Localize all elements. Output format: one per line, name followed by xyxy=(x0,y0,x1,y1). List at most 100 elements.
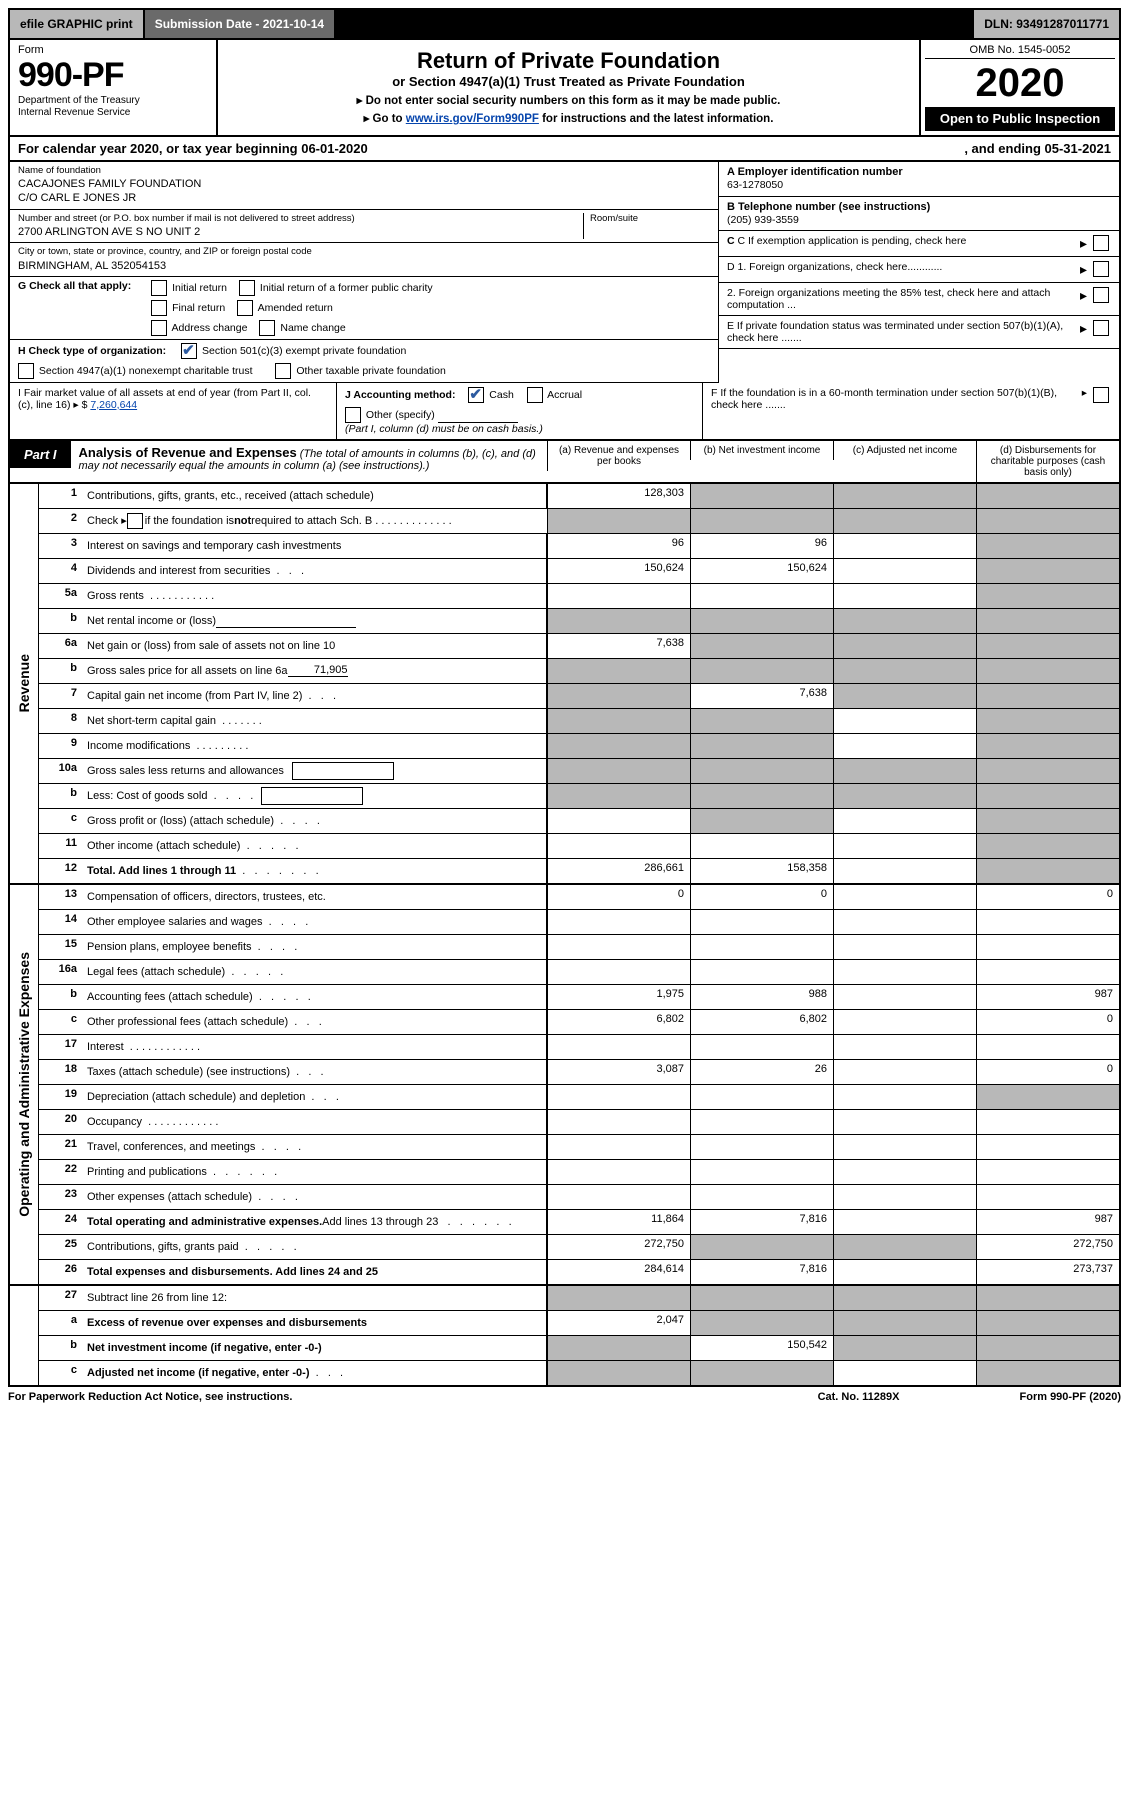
cell-d xyxy=(976,910,1119,934)
row-desc: Dividends and interest from securities .… xyxy=(81,559,547,583)
efile-print-label[interactable]: efile GRAPHIC print xyxy=(10,10,145,38)
row-desc: Net short-term capital gain . . . . . . … xyxy=(81,709,547,733)
table-row: 11 Other income (attach schedule) . . . … xyxy=(39,834,1119,859)
cell-a xyxy=(547,809,690,833)
d2-checkbox[interactable] xyxy=(1093,287,1109,303)
row-desc: Other professional fees (attach schedule… xyxy=(81,1010,547,1034)
row-desc: Excess of revenue over expenses and disb… xyxy=(81,1311,547,1335)
d2-text: 2. Foreign organizations meeting the 85%… xyxy=(727,287,1074,311)
cell-a xyxy=(547,759,690,783)
amended-return-checkbox[interactable] xyxy=(237,300,253,316)
d1-checkbox[interactable] xyxy=(1093,261,1109,277)
row-num: 1 xyxy=(39,484,81,508)
table-row: b Accounting fees (attach schedule) . . … xyxy=(39,985,1119,1010)
col-b-header: (b) Net investment income xyxy=(690,441,833,460)
final-return-checkbox[interactable] xyxy=(151,300,167,316)
cell-d xyxy=(976,1286,1119,1310)
cell-a xyxy=(547,684,690,708)
arrow-icon: ▸ xyxy=(1080,261,1087,278)
c-exempt-checkbox[interactable] xyxy=(1093,235,1109,251)
cell-b xyxy=(690,1185,833,1209)
cell-d xyxy=(976,960,1119,984)
open-public-badge: Open to Public Inspection xyxy=(925,107,1115,131)
row-desc: Accounting fees (attach schedule) . . . … xyxy=(81,985,547,1009)
city-label: City or town, state or province, country… xyxy=(18,246,710,258)
other-taxable-checkbox[interactable] xyxy=(275,363,291,379)
c-exempt-text: C If exemption application is pending, c… xyxy=(738,235,967,247)
row-num: 8 xyxy=(39,709,81,733)
irs-link[interactable]: www.irs.gov/Form990PF xyxy=(406,113,539,125)
table-row: 10a Gross sales less returns and allowan… xyxy=(39,759,1119,784)
cell-b xyxy=(690,1110,833,1134)
name-change-checkbox[interactable] xyxy=(259,320,275,336)
c-exempt-row: C C If exemption application is pending,… xyxy=(719,231,1119,257)
i-fair-value[interactable]: 7,260,644 xyxy=(90,399,137,411)
table-row: b Gross sales price for all assets on li… xyxy=(39,659,1119,684)
cell-b: 7,816 xyxy=(690,1260,833,1284)
city-value: BIRMINGHAM, AL 352054153 xyxy=(18,259,710,273)
4947a1-checkbox[interactable] xyxy=(18,363,34,379)
form-subtitle: or Section 4947(a)(1) Trust Treated as P… xyxy=(222,74,915,89)
cell-c xyxy=(833,509,976,533)
initial-return-checkbox[interactable] xyxy=(151,280,167,296)
table-row: 21 Travel, conferences, and meetings . .… xyxy=(39,1135,1119,1160)
form-title: Return of Private Foundation xyxy=(222,48,915,74)
cell-b: 96 xyxy=(690,534,833,558)
j-acct-note: (Part I, column (d) must be on cash basi… xyxy=(345,423,694,435)
row-desc: Total expenses and disbursements. Add li… xyxy=(81,1260,547,1284)
schb-checkbox[interactable] xyxy=(127,513,143,529)
table-row: 18 Taxes (attach schedule) (see instruct… xyxy=(39,1060,1119,1085)
table-row: 15 Pension plans, employee benefits . . … xyxy=(39,935,1119,960)
other-specify-checkbox[interactable] xyxy=(345,407,361,423)
row-num: 14 xyxy=(39,910,81,934)
room-suite-label: Room/suite xyxy=(590,213,710,225)
cell-a xyxy=(547,1336,690,1360)
501c3-checkbox[interactable] xyxy=(181,343,197,359)
cash-checkbox[interactable] xyxy=(468,387,484,403)
foundation-name-label: Name of foundation xyxy=(18,165,710,177)
cell-c xyxy=(833,559,976,583)
cell-a xyxy=(547,1286,690,1310)
cell-c xyxy=(833,1210,976,1234)
table-row: 17 Interest . . . . . . . . . . . . xyxy=(39,1035,1119,1060)
row-desc: Adjusted net income (if negative, enter … xyxy=(81,1361,547,1385)
cell-b: 7,816 xyxy=(690,1210,833,1234)
cell-b xyxy=(690,784,833,808)
submission-date: Submission Date - 2021-10-14 xyxy=(145,10,336,38)
d1-text: D 1. Foreign organizations, check here..… xyxy=(727,261,1074,273)
cell-c xyxy=(833,734,976,758)
cell-c xyxy=(833,1185,976,1209)
amended-return-label: Amended return xyxy=(258,302,333,314)
table-row: 9 Income modifications . . . . . . . . . xyxy=(39,734,1119,759)
cell-a xyxy=(547,509,690,533)
row-num: 24 xyxy=(39,1210,81,1234)
initial-return-public-checkbox[interactable] xyxy=(239,280,255,296)
cell-c xyxy=(833,584,976,608)
e-checkbox[interactable] xyxy=(1093,320,1109,336)
address-change-checkbox[interactable] xyxy=(151,320,167,336)
cell-b xyxy=(690,1361,833,1385)
cell-a xyxy=(547,1035,690,1059)
table-row: 26 Total expenses and disbursements. Add… xyxy=(39,1260,1119,1284)
expenses-section: Operating and Administrative Expenses 13… xyxy=(8,885,1121,1286)
cell-d xyxy=(976,1110,1119,1134)
f-checkbox[interactable] xyxy=(1093,387,1109,403)
calendar-year-row: For calendar year 2020, or tax year begi… xyxy=(8,137,1121,162)
row-num: 17 xyxy=(39,1035,81,1059)
j-accounting: J Accounting method: Cash Accrual Other … xyxy=(337,383,703,439)
cell-b: 0 xyxy=(690,885,833,909)
cal-year-end: , and ending 05-31-2021 xyxy=(964,141,1111,156)
accrual-checkbox[interactable] xyxy=(527,387,543,403)
row-num: 26 xyxy=(39,1260,81,1284)
row-desc: Total operating and administrative expen… xyxy=(81,1210,547,1234)
cell-c xyxy=(833,684,976,708)
cell-b xyxy=(690,609,833,633)
row-num: 22 xyxy=(39,1160,81,1184)
tax-year: 2020 xyxy=(925,63,1115,103)
row-num: 15 xyxy=(39,935,81,959)
cell-d xyxy=(976,784,1119,808)
table-row: 16a Legal fees (attach schedule) . . . .… xyxy=(39,960,1119,985)
e-row: E If private foundation status was termi… xyxy=(719,316,1119,349)
table-row: 8 Net short-term capital gain . . . . . … xyxy=(39,709,1119,734)
cell-c xyxy=(833,1060,976,1084)
